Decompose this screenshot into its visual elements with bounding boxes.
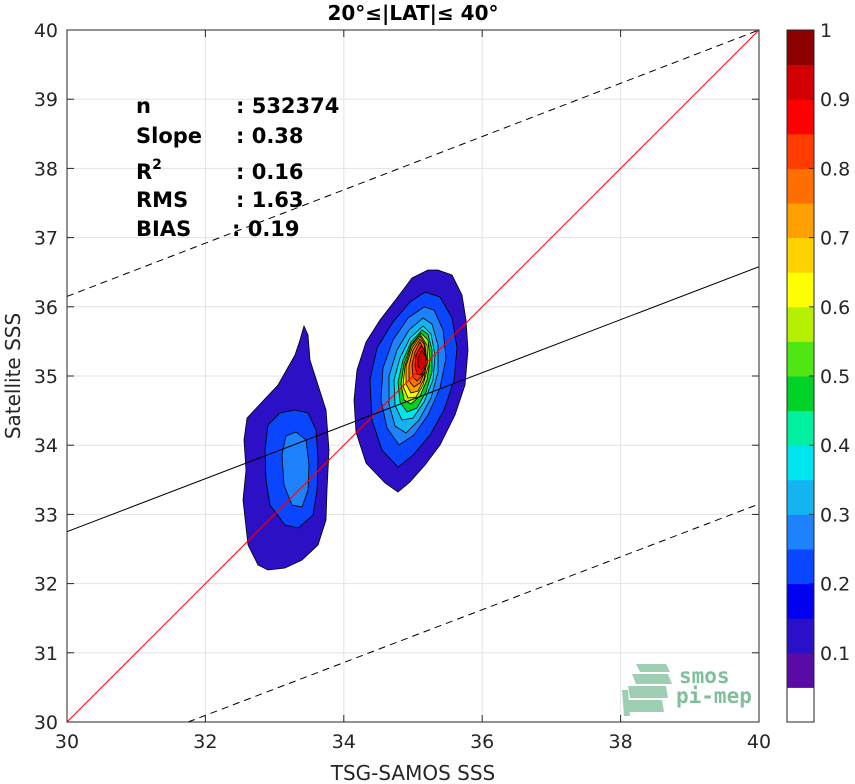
x-tick-label: 38 bbox=[609, 731, 633, 753]
identity-line bbox=[67, 30, 759, 722]
colorbar-segment bbox=[787, 652, 814, 688]
stat-superscript: 2 bbox=[152, 157, 162, 173]
regression-line bbox=[67, 266, 759, 533]
y-tick-label: 40 bbox=[34, 20, 58, 42]
y-tick-label: 38 bbox=[34, 158, 58, 180]
x-axis-label: TSG-SAMOS SSS bbox=[330, 761, 496, 784]
smos-pi-mep-logo: smos pi-mep bbox=[622, 664, 752, 716]
colorbar-segment bbox=[787, 237, 814, 273]
logo-text-line1: smos bbox=[679, 664, 730, 688]
colorbar-segment bbox=[787, 272, 814, 308]
colorbar-segment bbox=[787, 479, 814, 515]
colorbar: 0.1 0.2 0.3 0.4 0.5 0.6 0.7 0.8 0.9 1 bbox=[786, 20, 850, 723]
y-tick-label: 39 bbox=[34, 89, 58, 111]
colorbar-tick-label: 0.2 bbox=[820, 574, 850, 596]
colorbar-segment bbox=[787, 376, 814, 412]
logo-text-line2: pi-mep bbox=[676, 684, 752, 708]
x-tick-label: 40 bbox=[747, 731, 771, 753]
y-tick-label: 34 bbox=[34, 435, 58, 457]
stat-label: n bbox=[136, 94, 151, 118]
colorbar-segment bbox=[787, 168, 814, 204]
density-cluster-right bbox=[353, 269, 469, 493]
colorbar-segment bbox=[787, 549, 814, 585]
colorbar-segment bbox=[787, 618, 814, 654]
colorbar-tick-label: 1 bbox=[820, 20, 832, 42]
x-tick-label: 34 bbox=[332, 731, 356, 753]
stat-value: : 0.19 bbox=[232, 217, 300, 241]
colorbar-tick-label: 0.4 bbox=[820, 435, 850, 457]
x-tick-label: 36 bbox=[470, 731, 494, 753]
contour-left-level-3 bbox=[281, 431, 310, 508]
colorbar-segment bbox=[787, 410, 814, 446]
colorbar-segment bbox=[787, 445, 814, 481]
chart-title: 20°≤|LAT|≤ 40° bbox=[327, 1, 498, 25]
colorbar-segment bbox=[787, 306, 814, 342]
colorbar-tick-label: 0.5 bbox=[820, 366, 850, 388]
y-tick-label: 30 bbox=[34, 712, 58, 734]
stat-value: : 1.63 bbox=[236, 188, 304, 212]
colorbar-tick-label: 0.8 bbox=[820, 158, 850, 180]
stat-value: : 0.16 bbox=[236, 160, 304, 184]
axis-ticks: 30 32 34 36 38 40 30 31 32 33 34 35 36 37 38 39 40 bbox=[34, 20, 771, 753]
colorbar-tick-label: 0.3 bbox=[820, 504, 850, 526]
colorbar-segment bbox=[787, 133, 814, 169]
stat-value: : 0.38 bbox=[236, 124, 304, 148]
upper-bound-line bbox=[67, 30, 759, 297]
colorbar-segment bbox=[787, 203, 814, 239]
reference-lines bbox=[67, 30, 759, 722]
y-tick-label: 37 bbox=[34, 228, 58, 250]
colorbar-tick-label: 0.6 bbox=[820, 297, 850, 319]
y-axis-label: Satellite SSS bbox=[1, 313, 25, 439]
colorbar-segment bbox=[787, 514, 814, 550]
colorbar-segment bbox=[787, 341, 814, 377]
logo-waves-icon bbox=[622, 664, 672, 716]
colorbar-tick-label: 0.7 bbox=[820, 228, 850, 250]
stat-label: Slope bbox=[136, 124, 202, 148]
y-tick-label: 33 bbox=[34, 504, 58, 526]
y-tick-label: 31 bbox=[34, 643, 58, 665]
colorbar-segment bbox=[787, 687, 814, 723]
y-tick-label: 36 bbox=[34, 297, 58, 319]
y-tick-label: 32 bbox=[34, 574, 58, 596]
y-tick-label: 35 bbox=[34, 366, 58, 388]
colorbar-tick-label: 0.1 bbox=[820, 643, 850, 665]
colorbar-segment bbox=[787, 64, 814, 100]
stat-label: BIAS bbox=[136, 217, 191, 241]
x-tick-label: 30 bbox=[55, 731, 79, 753]
stat-value: : 532374 bbox=[236, 94, 339, 118]
colorbar-segment bbox=[787, 99, 814, 135]
lower-bound-line bbox=[187, 503, 759, 722]
colorbar-tick-label: 0.9 bbox=[820, 89, 850, 111]
colorbar-segment bbox=[787, 583, 814, 619]
colorbar-segment bbox=[787, 30, 814, 66]
x-tick-label: 32 bbox=[193, 731, 217, 753]
stat-label: RMS bbox=[136, 188, 188, 212]
